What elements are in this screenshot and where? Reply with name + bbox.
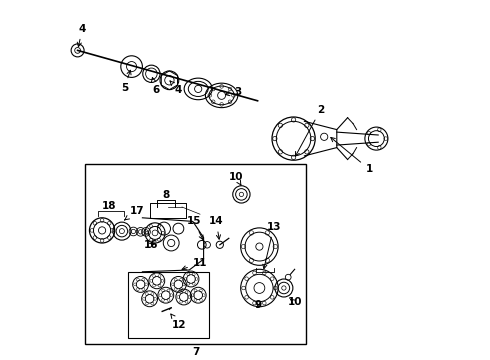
Text: 4: 4 <box>170 81 182 95</box>
Text: 12: 12 <box>171 314 187 330</box>
Text: 13: 13 <box>263 222 281 269</box>
Text: 1: 1 <box>331 138 373 174</box>
Text: 7: 7 <box>192 347 199 357</box>
Text: 11: 11 <box>182 258 207 270</box>
Text: 16: 16 <box>144 240 159 250</box>
Text: 3: 3 <box>225 87 242 97</box>
Text: 18: 18 <box>102 201 117 211</box>
Bar <box>128 272 209 338</box>
Text: 6: 6 <box>151 77 159 95</box>
Text: 14: 14 <box>209 216 223 239</box>
Bar <box>85 164 306 344</box>
Polygon shape <box>143 218 204 272</box>
Text: 5: 5 <box>121 70 131 93</box>
Text: 4: 4 <box>77 24 86 47</box>
Text: 10: 10 <box>288 297 302 307</box>
Text: 15: 15 <box>187 216 203 239</box>
Text: 9: 9 <box>255 300 262 310</box>
Text: 2: 2 <box>295 105 324 156</box>
Text: 10: 10 <box>229 172 243 185</box>
Text: 17: 17 <box>124 206 145 220</box>
Text: 8: 8 <box>162 190 170 200</box>
